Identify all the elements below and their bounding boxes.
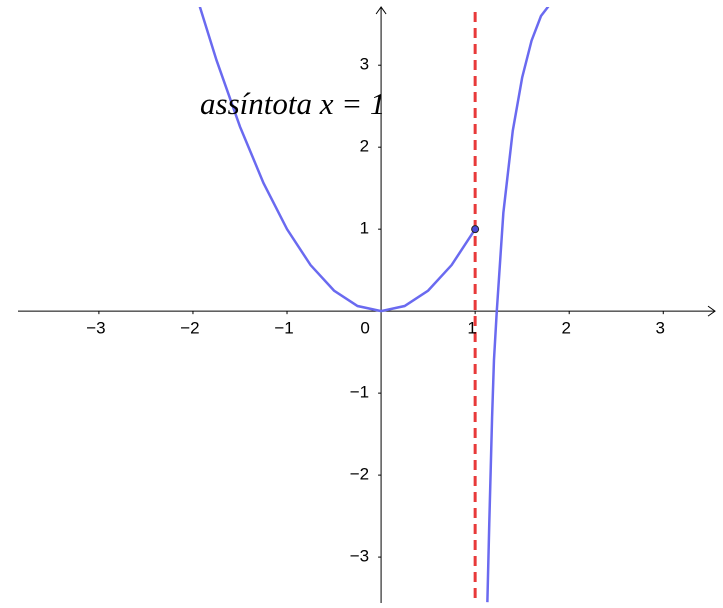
y-tick-label: −3	[350, 547, 369, 566]
curve	[198, 7, 477, 313]
annotation: assíntota x = 1	[200, 86, 385, 121]
x-tick-label: 1	[467, 319, 476, 338]
y-tick-label: −1	[350, 383, 369, 402]
curve	[486, 7, 550, 603]
x-tick-label: −1	[274, 319, 293, 338]
y-tick-label: −2	[350, 465, 369, 484]
y-axis-arrow	[375, 6, 387, 15]
axes	[18, 6, 716, 603]
x-tick-label: −2	[180, 319, 199, 338]
x-axis-arrow	[707, 305, 716, 317]
plot-area	[198, 7, 550, 603]
point	[471, 225, 480, 234]
y-tick-label: 3	[360, 55, 369, 74]
x-tick-label: 3	[656, 319, 665, 338]
y-tick-label: 2	[360, 137, 369, 156]
x-tick-label: 0	[360, 319, 369, 338]
x-tick-label: 2	[561, 319, 570, 338]
y-tick-label: 1	[360, 219, 369, 238]
x-tick-label: −3	[86, 319, 105, 338]
